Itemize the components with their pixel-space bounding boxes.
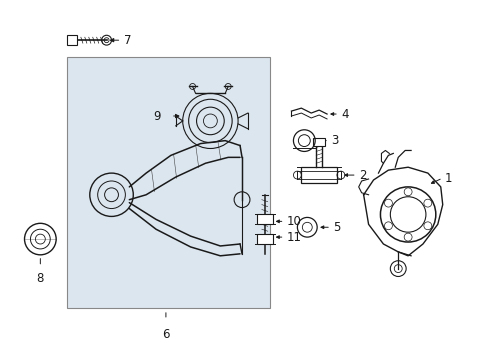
Bar	[257, 234, 272, 244]
Bar	[67, 35, 77, 45]
Text: 5: 5	[333, 221, 341, 234]
Text: 1: 1	[445, 171, 452, 185]
Bar	[67, 57, 270, 308]
Text: 11: 11	[287, 231, 301, 244]
Text: 6: 6	[162, 328, 170, 341]
Bar	[301, 167, 337, 183]
Text: 2: 2	[359, 168, 366, 181]
Text: 8: 8	[37, 271, 44, 284]
Text: 7: 7	[124, 34, 132, 47]
Text: 3: 3	[331, 134, 339, 147]
Text: 9: 9	[153, 109, 161, 122]
Text: 4: 4	[341, 108, 348, 121]
Bar	[257, 215, 272, 224]
Bar	[313, 138, 325, 145]
Text: 10: 10	[287, 215, 301, 228]
